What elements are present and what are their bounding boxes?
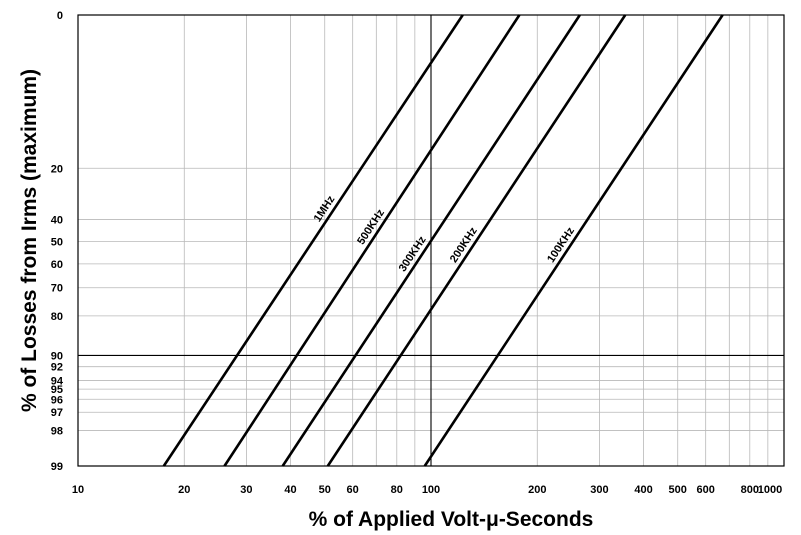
x-tick-label: 30: [240, 484, 252, 496]
y-axis-title: % of Losses from Irms (maximum): [18, 69, 41, 412]
x-tick-label: 80: [391, 484, 403, 496]
y-tick-label: 0: [57, 10, 63, 22]
y-tick-label: 92: [51, 362, 63, 374]
y-tick-label: 60: [51, 259, 63, 271]
x-tick-label: 800: [741, 484, 759, 496]
x-tick-label: 500: [669, 484, 687, 496]
x-tick-label: 300: [590, 484, 608, 496]
y-tick-label: 20: [51, 163, 63, 175]
x-tick-label: 400: [634, 484, 652, 496]
y-tick-label: 80: [51, 311, 63, 323]
y-tick-label: 70: [51, 283, 63, 295]
x-tick-label: 100: [422, 484, 440, 496]
x-tick-label: 10: [72, 484, 84, 496]
y-tick-label: 97: [51, 407, 63, 419]
y-tick-label: 99: [51, 461, 63, 473]
x-axis-title: % of Applied Volt-μ-Seconds: [309, 508, 594, 531]
x-tick-label: 600: [697, 484, 715, 496]
x-tick-label: 1000: [758, 484, 782, 496]
y-tick-label: 40: [51, 214, 63, 226]
y-tick-label: 96: [51, 394, 63, 406]
x-tick-label: 20: [178, 484, 190, 496]
y-tick-label: 98: [51, 426, 63, 438]
x-tick-label: 40: [284, 484, 296, 496]
x-tick-label: 200: [528, 484, 546, 496]
x-tick-label: 50: [319, 484, 331, 496]
x-tick-label: 60: [347, 484, 359, 496]
y-tick-label: 90: [51, 350, 63, 362]
y-tick-label: 50: [51, 237, 63, 249]
